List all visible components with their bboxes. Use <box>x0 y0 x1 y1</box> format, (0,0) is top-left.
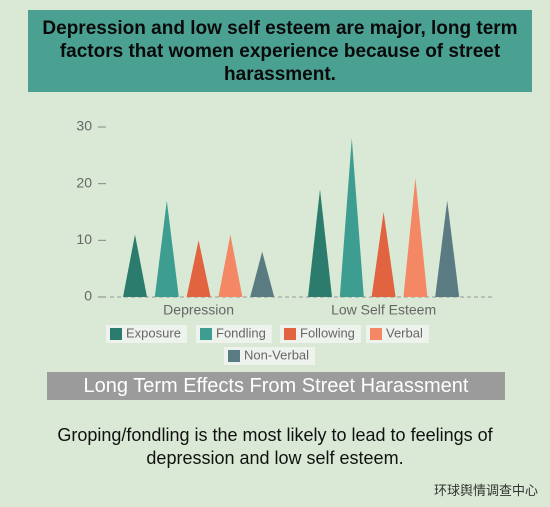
legend-bg <box>224 347 316 365</box>
bar <box>435 200 460 297</box>
chart: 0 10 20 30 Depression Low Self Esteem Exposure… <box>76 118 495 365</box>
legend-label: Exposure <box>126 325 181 340</box>
bar <box>371 212 396 297</box>
legend-label: Non-Verbal <box>244 347 309 362</box>
watermark: 环球舆情调查中心 <box>433 483 538 498</box>
legend-bg <box>196 325 272 343</box>
legend-label: Following <box>300 325 355 340</box>
legend-label: Verbal <box>386 325 423 340</box>
banner: Depression and low self esteem are major… <box>28 10 532 92</box>
annotation: Groping/fondling is the most likely to l… <box>57 425 493 468</box>
bar <box>250 251 275 297</box>
legend-label: Fondling <box>216 325 266 340</box>
y-tick-label: 10 <box>76 231 92 247</box>
legend-swatch <box>370 328 382 340</box>
legend-swatch <box>110 328 122 340</box>
legend-item: Non-Verbal <box>224 347 316 365</box>
bar <box>123 234 147 297</box>
legend-swatch <box>228 350 240 362</box>
bar <box>339 138 364 297</box>
chart-title: Depression and low self esteem are major… <box>42 17 518 85</box>
y-tick-label: 20 <box>76 174 92 190</box>
legend-swatch <box>200 328 212 340</box>
chart-subtitle: Long Term Effects From Street Harassment <box>47 372 505 400</box>
y-tick-label: 30 <box>76 118 92 134</box>
legend-item: Following <box>280 325 361 343</box>
legend-bg <box>280 325 361 343</box>
bar <box>186 240 211 297</box>
x-tick-label: Low Self Esteem <box>331 302 436 318</box>
bar <box>218 234 243 297</box>
legend-item: Exposure <box>106 325 187 343</box>
bar <box>403 178 428 297</box>
x-tick-label: Depression <box>163 302 234 318</box>
bar <box>308 189 332 297</box>
legend-bg <box>106 325 187 343</box>
y-tick-label: 0 <box>84 288 92 304</box>
legend-item: Fondling <box>196 325 272 343</box>
legend-item: Verbal <box>366 325 429 343</box>
legend-swatch <box>284 328 296 340</box>
bar <box>154 200 179 297</box>
